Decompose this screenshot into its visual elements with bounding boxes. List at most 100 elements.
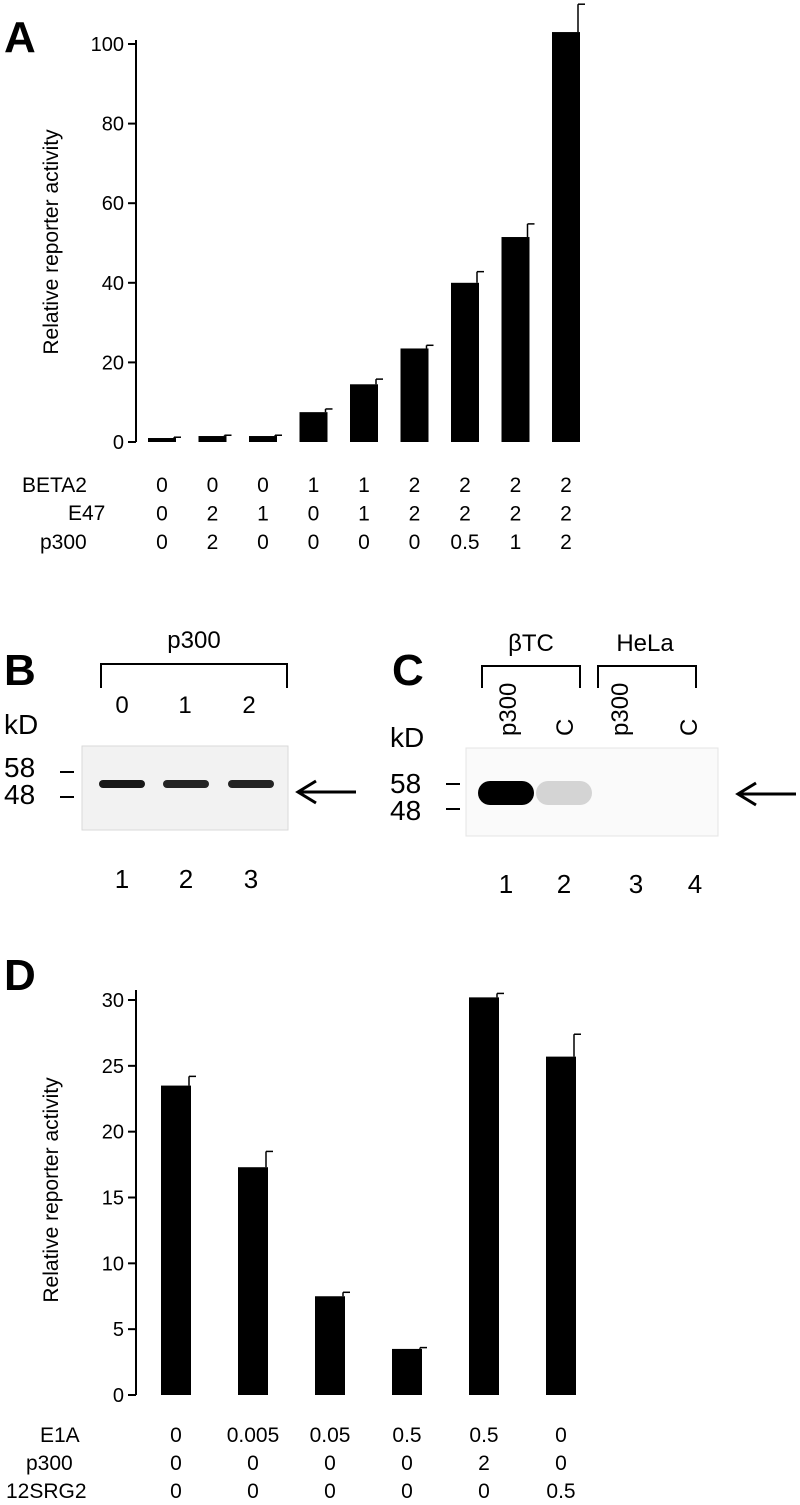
panel-d: D Relative reporter activity 05101520253… bbox=[4, 951, 581, 1503]
panel-d-row-label: E1A bbox=[40, 1424, 80, 1447]
panel-a-table-cell: 2 bbox=[560, 474, 572, 497]
panel-d-table-cell: 0 bbox=[401, 1480, 413, 1503]
panel-b-arrow-icon bbox=[295, 779, 356, 805]
panel-d-bar bbox=[315, 1296, 345, 1395]
panel-d-bar bbox=[392, 1348, 422, 1395]
panel-a-table-cell: 0 bbox=[308, 503, 320, 526]
panel-c-kd-label: kD bbox=[390, 722, 424, 753]
panel-a-table-cell: 0 bbox=[257, 531, 269, 554]
panel-d-y-tick-label: 15 bbox=[102, 1188, 124, 1210]
panel-d-table-cell: 0 bbox=[247, 1480, 259, 1503]
panel-d-table-cell: 0 bbox=[247, 1452, 259, 1475]
panel-d-table-cell: 0.05 bbox=[310, 1424, 351, 1447]
panel-b-band bbox=[228, 780, 274, 788]
panel-c-lane-number: 4 bbox=[688, 869, 702, 899]
panel-d-bars: 0 5 10 15 20 25 30 bbox=[102, 990, 581, 1407]
panel-a-table-cell: 1 bbox=[257, 503, 269, 526]
panel-c-bands bbox=[478, 781, 592, 805]
panel-d-y-tick-label: 30 bbox=[102, 990, 124, 1012]
panel-d-bar bbox=[161, 1085, 191, 1395]
panel-c-letter: C bbox=[392, 646, 424, 695]
panel-a-table-cell: 2 bbox=[207, 531, 219, 554]
panel-d-bar bbox=[469, 997, 499, 1395]
panel-d-y-tick-label: 20 bbox=[102, 1122, 124, 1144]
panel-b-dose-label: 0 bbox=[115, 692, 128, 719]
panel-a-table-cell: 2 bbox=[510, 474, 522, 497]
panel-a-table-cell: 2 bbox=[560, 503, 572, 526]
panel-a-table-cell: 2 bbox=[510, 503, 522, 526]
panel-a-table-cell: 0 bbox=[156, 531, 168, 554]
panel-d-table-cell: 2 bbox=[478, 1452, 490, 1475]
panel-a-table-cell: 0 bbox=[207, 474, 219, 497]
panel-a-table-cell: 2 bbox=[409, 503, 421, 526]
panel-d-table-cell: 0.5 bbox=[469, 1424, 498, 1447]
panel-a-table-cells: 0 0 0 1 1 2 2 2 2 0 2 1 0 1 2 2 2 2 0 2 0 0 0 0 0.5 1 2 bbox=[156, 474, 572, 554]
panel-a-table-cell: 2 bbox=[207, 503, 219, 526]
panel-d-row-label: 12SRG2 bbox=[6, 1480, 87, 1503]
panel-d-table-cell: 0 bbox=[401, 1452, 413, 1475]
panel-a-row-label: BETA2 bbox=[22, 474, 87, 497]
panel-d-row-label: p300 bbox=[26, 1452, 73, 1475]
panel-c-bracket bbox=[597, 665, 697, 688]
panel-c-band bbox=[536, 781, 592, 805]
panel-d-table-cell: 0 bbox=[555, 1452, 567, 1475]
panel-d-table-cell: 0.5 bbox=[392, 1424, 421, 1447]
panel-a-table-cell: 0 bbox=[409, 531, 421, 554]
panel-b-dose-label: 2 bbox=[242, 692, 255, 719]
panel-a-condition-table: BETA2 E47 p300 0 0 0 1 1 2 2 2 20 2 1 0 1 2 2 2 20 2 0 0 0 0 0… bbox=[22, 474, 572, 554]
panel-b-bands bbox=[99, 780, 274, 788]
panel-a-table-cell: 2 bbox=[459, 503, 471, 526]
panel-c-lane-label: C bbox=[676, 719, 703, 736]
panel-a-table-cell: 0 bbox=[156, 474, 168, 497]
panel-d-table-cell: 0 bbox=[170, 1424, 182, 1447]
panel-a-bar bbox=[148, 438, 176, 442]
panel-a-y-tick-label: 20 bbox=[102, 352, 124, 374]
panel-a-bar bbox=[299, 412, 328, 442]
panel-c-arrow-icon bbox=[735, 781, 796, 807]
panel-a-bar bbox=[451, 282, 479, 442]
panel-d-y-axis-title: Relative reporter activity bbox=[40, 1077, 63, 1303]
panel-d-y-tick-label: 0 bbox=[113, 1385, 124, 1407]
panel-b-bracket-label: p300 bbox=[167, 627, 220, 654]
panel-d-bar bbox=[546, 1056, 576, 1395]
panel-d-y-tick-label: 10 bbox=[102, 1253, 124, 1275]
panel-a-y-tick-label: 60 bbox=[102, 193, 124, 215]
panel-c-lane-label: C bbox=[552, 719, 579, 736]
panel-a-table-cell: 2 bbox=[459, 474, 471, 497]
panel-a-row-label: p300 bbox=[40, 531, 87, 554]
panel-c-bracket bbox=[481, 665, 581, 688]
panel-b-lane-number: 3 bbox=[244, 864, 258, 894]
panel-b-dose-label: 1 bbox=[178, 692, 191, 719]
panel-a-bars: 0 20 40 60 80 100 bbox=[91, 3, 585, 454]
panel-d-bar bbox=[238, 1167, 268, 1395]
panel-b-letter: B bbox=[4, 646, 36, 695]
panel-b-bracket bbox=[100, 663, 288, 688]
panel-b-kd-label: kD bbox=[4, 709, 38, 740]
panel-d-table-cell: 0 bbox=[170, 1452, 182, 1475]
panel-a-bar bbox=[552, 32, 580, 443]
panel-b-marker-48: 48 bbox=[4, 779, 35, 810]
panel-a-y-tick-label: 100 bbox=[91, 34, 124, 56]
panel-b-band bbox=[163, 780, 209, 788]
panel-d-table-cell: 0 bbox=[555, 1424, 567, 1447]
panel-d-y-tick-label: 25 bbox=[102, 1056, 124, 1078]
panel-a-bar bbox=[501, 237, 530, 442]
panel-a: A Relative reporter activity 02040608010… bbox=[4, 3, 585, 554]
panel-d-letter: D bbox=[4, 951, 36, 1000]
panel-c-band bbox=[478, 781, 534, 805]
panel-c-lane-number: 2 bbox=[557, 869, 571, 899]
panel-a-bar bbox=[350, 384, 378, 442]
panel-a-table-cell: 2 bbox=[560, 531, 572, 554]
panel-a-table-cell: 1 bbox=[358, 503, 370, 526]
panel-d-table-cell: 0.005 bbox=[227, 1424, 280, 1447]
panel-d-table-cell: 0 bbox=[324, 1480, 336, 1503]
panel-a-table-cell: 1 bbox=[358, 474, 370, 497]
panel-a-y-tick-label: 0 bbox=[113, 432, 124, 454]
panel-a-table-cell: 0 bbox=[308, 531, 320, 554]
panel-c: C βTC HeLa p300 C p300 C kD 58 48 1 2 3 … bbox=[390, 630, 796, 899]
panel-d-table-cell: 0 bbox=[324, 1452, 336, 1475]
panel-a-table-cell: 1 bbox=[510, 531, 522, 554]
panel-c-lane-label: p300 bbox=[607, 683, 634, 736]
panel-c-marker-48: 48 bbox=[390, 795, 421, 826]
